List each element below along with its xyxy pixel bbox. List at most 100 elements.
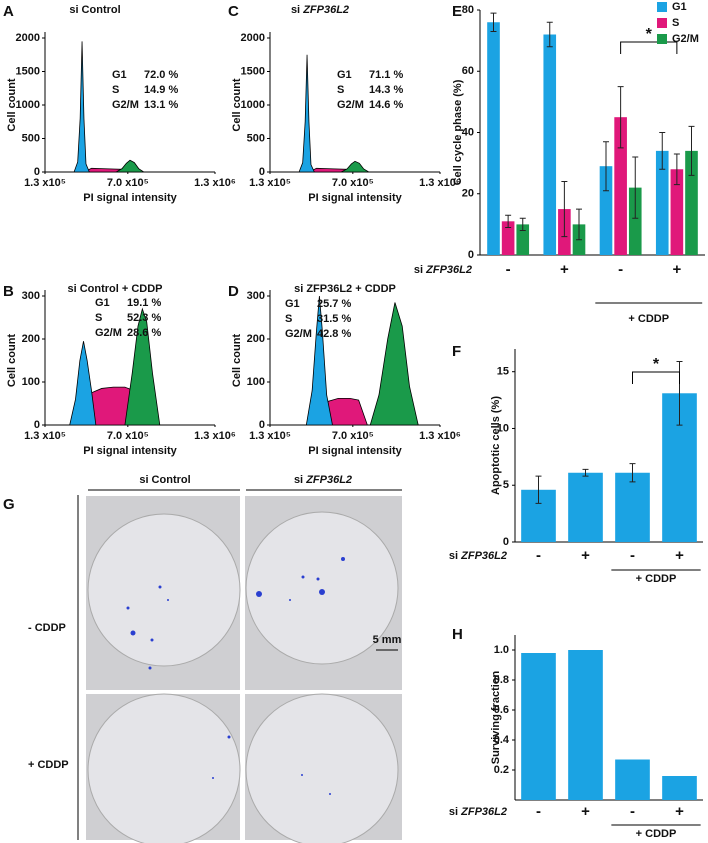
x-tick-label: 7.0 x10⁵ — [332, 430, 374, 442]
legend-swatch — [657, 2, 667, 12]
annotation: * — [653, 356, 660, 373]
y-tick-label: 10 — [497, 422, 509, 434]
significance-bracket — [620, 41, 678, 54]
error-bar — [582, 468, 589, 477]
bar — [568, 472, 603, 542]
area — [341, 160, 371, 173]
group-label: + CDDP — [628, 313, 669, 325]
area — [69, 341, 97, 426]
stat-value: 13.1 % — [144, 99, 178, 111]
x-tick-label: 7.0 x10⁵ — [107, 177, 149, 189]
panel-label: F — [452, 343, 461, 360]
bar — [615, 472, 650, 542]
x-tick-label: - — [536, 803, 541, 820]
y-axis-label: Apoptotic cells (%) — [490, 396, 502, 495]
error-bar — [673, 153, 680, 186]
stat-name: S — [337, 84, 344, 96]
colony-panel: si Control si ZFP36L2 - CDDP + CDDP 5 mm — [28, 474, 402, 843]
y-tick-label: 500 — [22, 132, 40, 144]
panel-label: G — [3, 496, 15, 513]
y-tick-label: 1000 — [241, 99, 265, 111]
stat-value: 42.8 % — [317, 328, 351, 340]
x-tick-label: + — [675, 803, 684, 820]
area — [124, 307, 161, 426]
error-bar — [561, 181, 568, 238]
title-part: si ZFP36L2 + CDDP — [294, 283, 396, 295]
stat-name: S — [285, 313, 292, 325]
label-part: ZFP36L2 — [425, 264, 472, 276]
label-part: si — [449, 550, 458, 562]
panel-label: E — [452, 3, 462, 20]
error-bar — [617, 86, 624, 149]
y-tick-label: 200 — [247, 333, 265, 345]
column-label: si Control — [139, 474, 190, 486]
stat-name: G2/M — [337, 99, 364, 111]
x-tick-label: 1.3 x10⁶ — [419, 430, 461, 442]
dish — [245, 693, 399, 843]
bar — [662, 776, 697, 800]
stat-name: S — [112, 84, 119, 96]
panel-label: B — [3, 283, 14, 300]
panel-label: C — [228, 3, 239, 20]
y-axis-label: Cell count — [6, 334, 18, 388]
stat-value: 31.5 % — [317, 313, 351, 325]
stat-value: 19.1 % — [127, 297, 161, 309]
error-bar — [632, 156, 639, 219]
row-label: si ZFP36L2 — [449, 806, 507, 818]
y-axis-label: Cell count — [231, 334, 243, 388]
y-tick-label: 0 — [34, 419, 40, 431]
x-tick-label: 7.0 x10⁵ — [332, 177, 374, 189]
stat-value: 14.9 % — [144, 84, 178, 96]
label-part: si — [294, 474, 303, 486]
x-tick-label: 7.0 x10⁵ — [107, 430, 149, 442]
x-tick-label: 1.3 x10⁵ — [249, 177, 291, 189]
y-tick-label: 300 — [22, 290, 40, 302]
error-bar — [505, 214, 512, 228]
bar — [516, 224, 530, 255]
y-tick-label: 5 — [503, 479, 509, 491]
y-tick-label: 0 — [468, 249, 474, 261]
bar — [670, 169, 684, 255]
stat-value: 25.7 % — [317, 298, 351, 310]
error-bar — [519, 217, 526, 231]
x-tick-label: - — [630, 547, 635, 564]
bar — [599, 166, 613, 255]
chart-title: si ZFP36L2 + CDDP — [294, 283, 396, 295]
area — [369, 302, 419, 426]
label-part: ZFP36L2 — [460, 550, 507, 562]
column-label: si ZFP36L2 — [294, 474, 352, 486]
panel-label: D — [228, 283, 239, 300]
bar — [685, 150, 698, 255]
y-tick-label: 0 — [34, 166, 40, 178]
row-label: + CDDP — [28, 759, 69, 771]
stat-value: 28.6 % — [127, 327, 161, 339]
x-tick-label: 1.3 x10⁶ — [419, 177, 461, 189]
group-label: + CDDP — [636, 828, 677, 840]
x-axis-label: PI signal intensity — [83, 192, 177, 204]
x-tick-label: 1.3 x10⁶ — [194, 177, 236, 189]
y-tick-label: 1.0 — [494, 644, 509, 656]
scale-label: 5 mm — [373, 634, 402, 646]
area — [305, 295, 333, 426]
label-part: si — [414, 264, 423, 276]
stat-name: G1 — [337, 69, 352, 81]
y-tick-label: 100 — [22, 376, 40, 388]
x-tick-label: + — [675, 547, 684, 564]
x-tick-label: - — [630, 803, 635, 820]
x-tick-label: 1.3 x10⁶ — [194, 430, 236, 442]
y-tick-label: 0.4 — [494, 734, 510, 746]
legend-label: G2/M — [672, 33, 699, 45]
stat-name: G2/M — [285, 328, 312, 340]
dish — [87, 693, 241, 843]
error-bar — [603, 141, 609, 192]
stat-value: 71.1 % — [369, 69, 403, 81]
stat-name: G2/M — [112, 99, 139, 111]
stat-value: 72.0 % — [144, 69, 178, 81]
stat-value: 14.6 % — [369, 99, 403, 111]
bar — [521, 653, 556, 800]
colonies — [126, 557, 345, 795]
panel-label: A — [3, 3, 14, 20]
area — [298, 54, 315, 173]
area — [73, 41, 90, 173]
error-bar — [546, 21, 553, 48]
